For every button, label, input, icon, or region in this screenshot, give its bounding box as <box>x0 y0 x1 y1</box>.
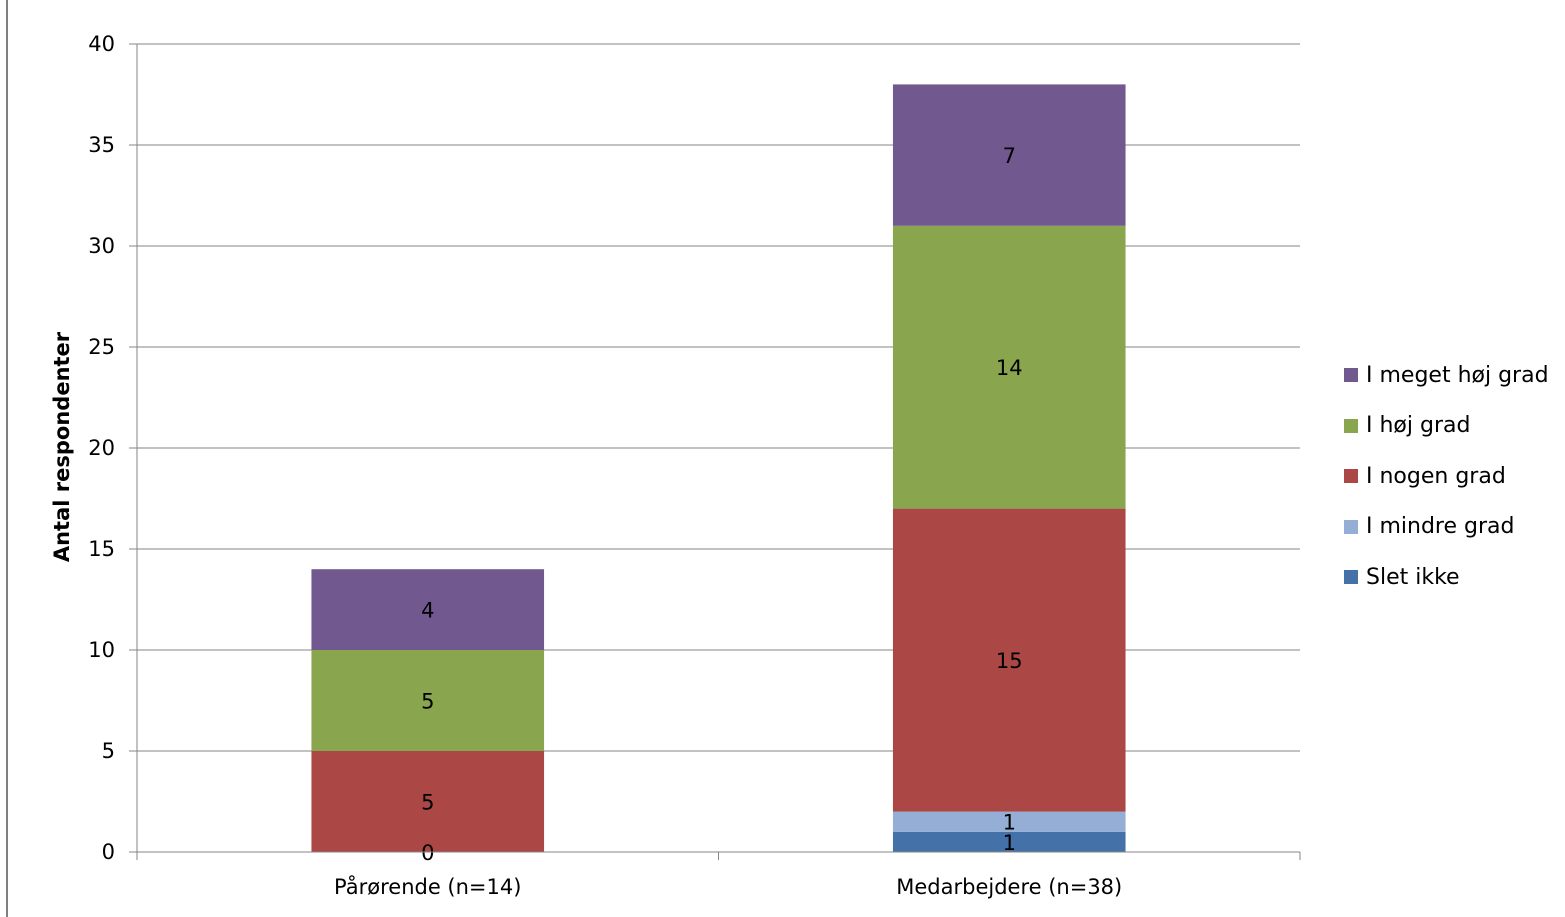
y-tick-label: 25 <box>88 335 115 359</box>
legend: I meget høj grad I høj grad I nogen grad I … <box>1344 350 1549 603</box>
bar-segment <box>311 650 545 751</box>
data-labels: 0 5 5 4 11 15 14 7 <box>421 144 1023 865</box>
bar-segment <box>892 831 1126 852</box>
legend-label: I mindre grad <box>1366 514 1515 540</box>
bar-segment <box>892 508 1126 812</box>
data-label: 1 <box>1003 811 1016 835</box>
legend-swatch <box>1344 519 1358 534</box>
bar-segment <box>311 569 545 650</box>
data-label: 15 <box>996 649 1023 673</box>
bar-segment <box>892 811 1126 832</box>
legend-label: I nogen grad <box>1366 463 1506 489</box>
y-tick-label: 35 <box>88 133 115 157</box>
data-label: 5 <box>421 690 434 714</box>
y-tick-label: 40 <box>88 32 115 56</box>
y-tick-label: 5 <box>102 739 115 763</box>
data-label: 14 <box>996 356 1023 380</box>
y-tick-label: 0 <box>102 840 115 864</box>
legend-item: I høj grad <box>1344 401 1549 452</box>
data-label: 1 <box>1003 831 1016 855</box>
bar-segment <box>892 225 1126 509</box>
y-tick-label: 20 <box>88 436 115 460</box>
legend-item: Slet ikke <box>1344 552 1549 603</box>
legend-item: I nogen grad <box>1344 451 1549 502</box>
legend-swatch <box>1344 418 1358 433</box>
legend-item: I meget høj grad <box>1344 350 1549 401</box>
legend-swatch <box>1344 469 1358 484</box>
legend-label: I meget høj grad <box>1366 362 1549 388</box>
legend-label: I høj grad <box>1366 413 1471 439</box>
y-tick-label: 15 <box>88 537 115 561</box>
bar-segment <box>892 84 1126 226</box>
legend-label: Slet ikke <box>1366 564 1460 590</box>
legend-item: I mindre grad <box>1344 502 1549 553</box>
y-tick-label: 30 <box>88 234 115 258</box>
legend-swatch <box>1344 368 1358 383</box>
bar-segment <box>311 751 545 852</box>
y-axis-label: Antal respondenter <box>50 331 74 562</box>
chart-frame-edge <box>6 0 8 917</box>
legend-swatch <box>1344 570 1358 585</box>
bars <box>311 84 1126 852</box>
data-label: 5 <box>421 791 434 815</box>
y-tick-label: 10 <box>88 638 115 662</box>
data-label: 0 <box>421 841 434 865</box>
x-tick-label: Pårørende (n=14) <box>334 874 521 899</box>
data-label: 4 <box>421 599 434 623</box>
data-label: 7 <box>1003 144 1016 168</box>
x-tick-label: Medarbejdere (n=38) <box>896 875 1122 899</box>
